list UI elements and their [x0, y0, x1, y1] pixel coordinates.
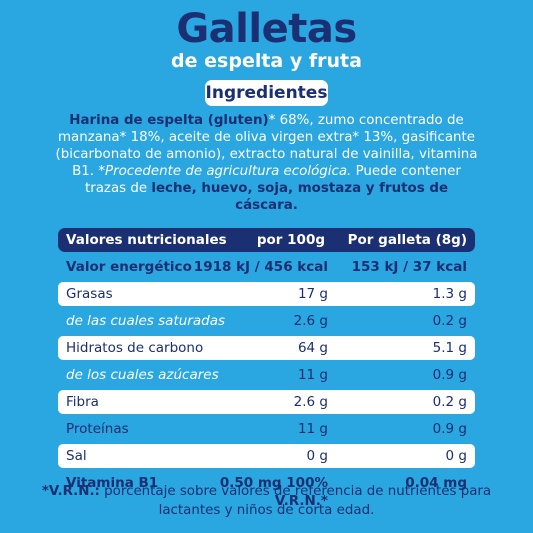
table-row: Sal 0 g 0 g: [58, 444, 475, 468]
product-subtitle: de espelta y fruta: [171, 50, 362, 72]
row-per100: 2.6 g: [293, 313, 328, 329]
ingredients-badge: Ingredientes: [205, 80, 328, 106]
table-row: Hidratos de carbono 64 g 5.1 g: [58, 336, 475, 360]
header-per100: por 100g: [256, 232, 325, 248]
vitamin-per100: 0.50 mg 100%: [219, 475, 328, 491]
vrn-prefix: *V.R.N.:: [41, 484, 100, 499]
row-label: de las cuales saturadas: [66, 313, 226, 329]
row-perunit: 0.9 g: [432, 367, 467, 383]
row-label: Sal: [66, 448, 87, 464]
table-row: Proteínas 11 g 0.9 g: [58, 417, 475, 441]
row-perunit: 5.1 g: [432, 340, 467, 356]
row-per100: 11 g: [297, 421, 328, 437]
table-row: Fibra 2.6 g 0.2 g: [58, 390, 475, 414]
row-per100: 1918 kJ / 456 kcal: [193, 259, 328, 275]
header-perunit: Por galleta (8g): [347, 232, 467, 248]
row-perunit: 0.2 g: [432, 313, 467, 329]
eco-note: *Procedente de agricultura ecológica.: [98, 164, 352, 179]
table-row: Grasas 17 g 1.3 g: [58, 282, 475, 306]
row-perunit: 1.3 g: [432, 286, 467, 302]
row-label: Valor energético: [66, 259, 192, 275]
ingredient-main: Harina de espelta (gluten): [69, 113, 269, 128]
row-label: Proteínas: [66, 421, 129, 437]
row-label: Fibra: [66, 394, 99, 410]
row-per100: 64 g: [297, 340, 328, 356]
header-label: Valores nutricionales: [66, 232, 227, 248]
row-label: de los cuales azúcares: [66, 367, 219, 383]
vitamin-label: Vitamina B1: [66, 475, 159, 491]
row-perunit: 153 kJ / 37 kcal: [351, 259, 467, 275]
table-row: Valor energético 1918 kJ / 456 kcal 153 …: [58, 255, 475, 279]
vitamin-perunit: 0.04 mg: [405, 475, 467, 491]
vrn-footnote: *V.R.N.: porcentaje sobre valores de ref…: [40, 482, 493, 520]
row-per100: 11 g: [297, 367, 328, 383]
ingredient-list: * 68%, zumo concentrado de manzana* 18%,…: [55, 113, 478, 179]
table-row: de los cuales azúcares 11 g 0.9 g: [58, 363, 475, 387]
allergen-list: leche, huevo, soja, mostaza y frutos de …: [151, 181, 449, 213]
row-per100: 17 g: [297, 286, 328, 302]
traces-intro: Puede contener trazas de: [84, 164, 461, 196]
row-perunit: 0.2 g: [432, 394, 467, 410]
row-label: Grasas: [66, 286, 113, 302]
vitamin-row: Vitamina B1 0.50 mg 100% V.R.N.* 0.04 mg: [58, 471, 475, 511]
vrn-text: porcentaje sobre valores de referencia d…: [104, 484, 492, 518]
row-per100: 0 g: [306, 448, 328, 464]
table-row: de las cuales saturadas 2.6 g 0.2 g: [58, 309, 475, 333]
product-title: Galletas: [176, 6, 357, 52]
row-label: Hidratos de carbono: [66, 340, 204, 356]
row-per100: 2.6 g: [293, 394, 328, 410]
row-perunit: 0.9 g: [432, 421, 467, 437]
vitamin-vrn: V.R.N.*: [274, 493, 328, 509]
nutrition-header: Valores nutricionales por 100g Por galle…: [58, 228, 475, 252]
ingredients-text: Harina de espelta (gluten)* 68%, zumo co…: [55, 112, 478, 214]
nutrition-table: Valores nutricionales por 100g Por galle…: [58, 228, 475, 511]
row-perunit: 0 g: [445, 448, 467, 464]
